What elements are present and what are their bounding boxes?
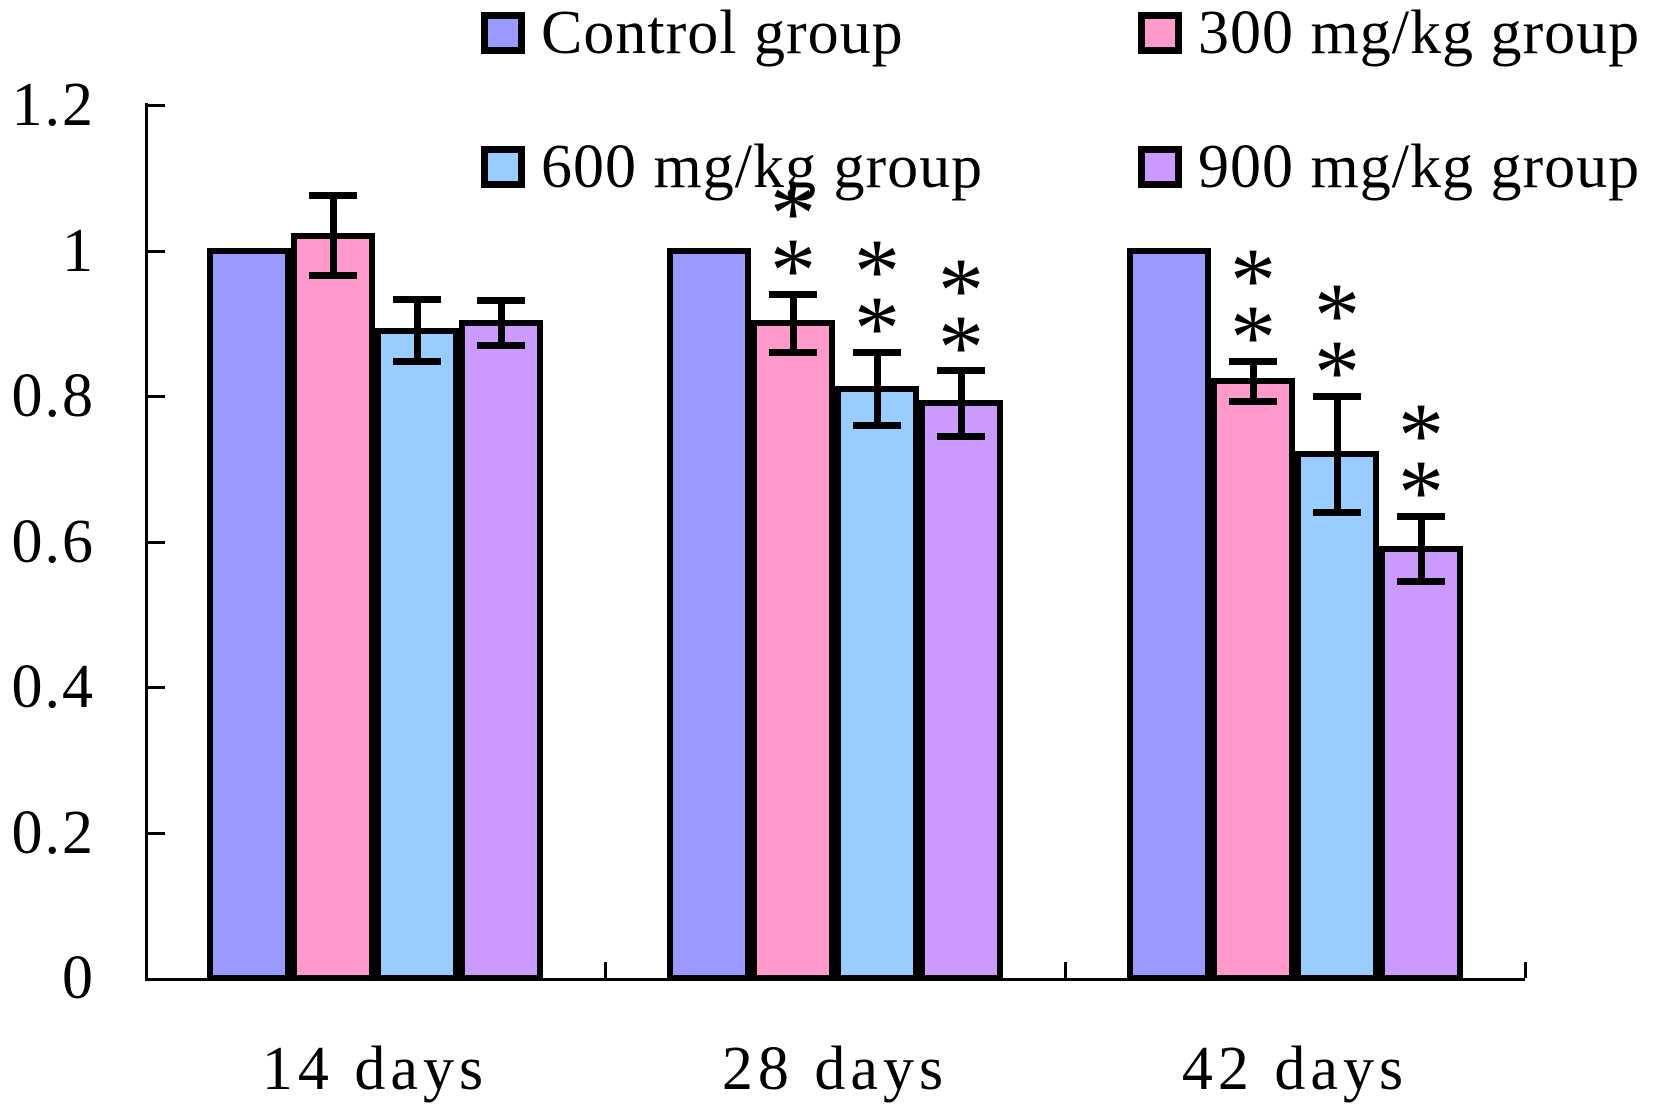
error-bar-cap-top <box>477 297 525 305</box>
legend-label: 300 mg/kg group <box>1198 0 1641 67</box>
bar-600-mg-kg-group <box>835 385 919 981</box>
significance-asterisk: * <box>938 295 984 398</box>
error-bar-stem <box>789 294 797 353</box>
error-bar-cap-top <box>309 192 357 200</box>
error-bar-cap-top <box>937 367 985 375</box>
bar-600-mg-kg-group <box>1295 451 1379 981</box>
error-bar-stem <box>497 300 505 346</box>
legend-item-control-group: Control group <box>481 0 904 66</box>
y-tick-label: 0.4 <box>11 653 95 721</box>
significance-asterisk: * <box>854 277 900 380</box>
y-axis-tick <box>145 686 165 689</box>
category-label: 28 days <box>721 1035 949 1103</box>
error-bar-stem <box>957 370 965 436</box>
error-bar-cap-bottom <box>1397 578 1445 585</box>
error-bar-stem <box>1417 516 1425 582</box>
y-tick-label: 0 <box>62 944 95 1012</box>
x-axis-tick <box>1524 962 1527 978</box>
legend-swatch-icon <box>481 12 525 54</box>
y-axis-tick <box>145 395 165 398</box>
error-bar-cap-bottom <box>309 272 357 280</box>
legend-label: 600 mg/kg group <box>541 133 984 201</box>
category-label: 14 days <box>261 1035 489 1103</box>
y-tick-label: 1 <box>62 216 95 285</box>
error-bar-cap-top <box>393 296 441 304</box>
legend-label: Control group <box>541 0 904 67</box>
y-tick-label: 1.2 <box>11 71 95 139</box>
significance-asterisk: * <box>1314 321 1360 423</box>
x-axis-tick <box>604 962 607 978</box>
error-bar-stem <box>873 352 881 426</box>
significance-asterisk: * <box>1230 229 1276 332</box>
bar-300-mg-kg-group <box>291 232 375 981</box>
bar-control-group <box>207 247 291 981</box>
bar-control-group <box>1127 247 1211 981</box>
significance-asterisk: * <box>854 220 900 323</box>
y-tick-label: 0.6 <box>11 507 95 576</box>
legend-item-900-mg-kg-group: 900 mg/kg group <box>1138 134 1640 200</box>
error-bar-cap-top <box>853 348 901 356</box>
error-bar-cap-bottom <box>1313 508 1361 516</box>
error-bar-cap-top <box>1313 392 1361 400</box>
error-bar-cap-bottom <box>769 348 817 356</box>
y-axis-tick <box>145 104 165 107</box>
error-bar-cap-top <box>1229 357 1277 365</box>
significance-asterisk: * <box>1398 384 1444 487</box>
legend-swatch-icon <box>1138 12 1182 54</box>
legend-item-300-mg-kg-group: 300 mg/kg group <box>1138 0 1640 66</box>
bar-900-mg-kg-group <box>919 400 1003 981</box>
significance-asterisk: * <box>770 162 816 265</box>
bar-control-group <box>667 247 751 981</box>
error-bar-cap-bottom <box>1229 398 1277 406</box>
y-tick-label: 0.8 <box>11 362 95 430</box>
y-tick-label: 0.2 <box>11 798 95 867</box>
bar-900-mg-kg-group <box>1379 545 1463 981</box>
x-axis-tick <box>1064 962 1067 978</box>
error-bar-stem <box>329 195 337 276</box>
error-bar-cap-bottom <box>937 432 985 440</box>
legend-swatch-icon <box>481 146 525 188</box>
significance-asterisk: * <box>938 238 984 341</box>
significance-asterisk: * <box>1398 441 1444 544</box>
bar-300-mg-kg-group <box>751 320 835 981</box>
legend-item-600-mg-kg-group: 600 mg/kg group <box>481 134 983 200</box>
error-bar-cap-bottom <box>853 421 901 429</box>
error-bar-stem <box>1333 396 1341 513</box>
y-axis-tick <box>145 831 165 835</box>
bar-300-mg-kg-group <box>1211 378 1295 981</box>
error-bar-stem <box>413 299 421 362</box>
significance-asterisk: * <box>1230 286 1276 389</box>
y-axis-tick <box>145 540 165 544</box>
error-bar-cap-top <box>769 290 817 298</box>
significance-asterisk: * <box>770 219 816 322</box>
error-bar-cap-bottom <box>393 357 441 365</box>
y-axis-tick <box>145 249 165 253</box>
error-bar-cap-top <box>1397 512 1445 520</box>
significance-asterisk: * <box>1314 264 1360 366</box>
error-bar-stem <box>1249 361 1257 402</box>
bar-900-mg-kg-group <box>459 320 543 981</box>
legend-swatch-icon <box>1138 146 1182 188</box>
bar-600-mg-kg-group <box>375 327 459 981</box>
legend-label: 900 mg/kg group <box>1198 133 1641 201</box>
error-bar-cap-bottom <box>477 342 525 350</box>
category-label: 42 days <box>1181 1035 1409 1103</box>
